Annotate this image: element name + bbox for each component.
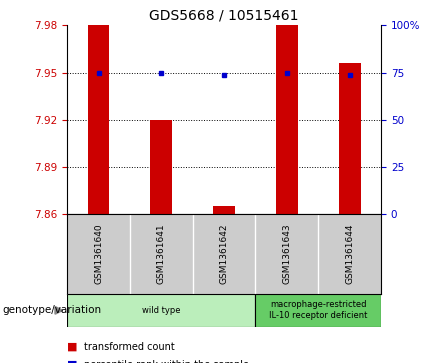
Text: percentile rank within the sample: percentile rank within the sample bbox=[84, 360, 249, 363]
Text: wild type: wild type bbox=[142, 306, 181, 315]
Text: genotype/variation: genotype/variation bbox=[2, 305, 101, 315]
Text: ■: ■ bbox=[67, 360, 78, 363]
Text: ■: ■ bbox=[67, 342, 78, 352]
Bar bbox=[150, 120, 172, 214]
Title: GDS5668 / 10515461: GDS5668 / 10515461 bbox=[149, 9, 299, 23]
Text: GSM1361640: GSM1361640 bbox=[94, 224, 103, 285]
Text: macrophage-restricted
IL-10 receptor deficient: macrophage-restricted IL-10 receptor def… bbox=[269, 300, 368, 321]
Bar bbox=[339, 63, 361, 214]
Text: transformed count: transformed count bbox=[84, 342, 175, 352]
Bar bbox=[87, 25, 110, 214]
Text: GSM1361641: GSM1361641 bbox=[157, 224, 166, 285]
Bar bbox=[67, 294, 255, 327]
Bar bbox=[276, 25, 298, 214]
Text: GSM1361642: GSM1361642 bbox=[220, 224, 229, 284]
Text: GSM1361643: GSM1361643 bbox=[282, 224, 291, 285]
Bar bbox=[255, 294, 381, 327]
Text: GSM1361644: GSM1361644 bbox=[345, 224, 354, 284]
Bar bbox=[213, 206, 235, 214]
